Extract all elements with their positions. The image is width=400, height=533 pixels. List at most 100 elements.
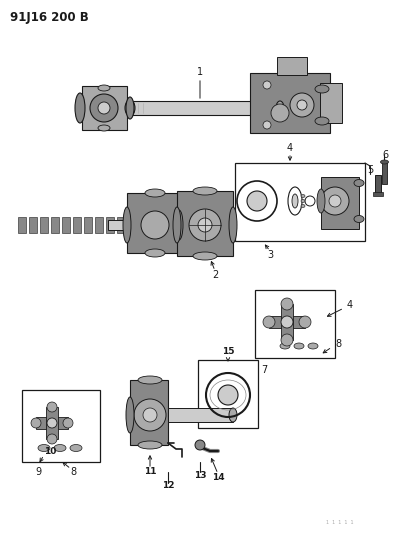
Text: 8: 8 (335, 339, 341, 349)
Circle shape (143, 408, 157, 422)
Circle shape (329, 195, 341, 207)
Text: 1  1  1  1  1: 1 1 1 1 1 (326, 521, 354, 526)
Bar (108, 220, 188, 230)
Bar (29, 217, 37, 233)
Bar (320, 83, 342, 123)
Ellipse shape (301, 199, 305, 203)
Circle shape (189, 209, 221, 241)
Ellipse shape (354, 215, 364, 222)
Circle shape (31, 418, 41, 428)
Bar (177, 191, 233, 256)
Bar (106, 217, 114, 233)
Circle shape (47, 402, 57, 412)
Bar (36, 417, 68, 429)
Text: 1: 1 (197, 67, 203, 77)
Bar (382, 162, 387, 184)
Circle shape (299, 316, 311, 328)
Ellipse shape (138, 441, 162, 449)
Circle shape (263, 81, 271, 89)
Ellipse shape (276, 101, 284, 115)
Text: 5: 5 (367, 165, 373, 175)
Ellipse shape (317, 189, 325, 213)
Circle shape (290, 93, 314, 117)
Ellipse shape (145, 189, 165, 197)
Circle shape (63, 418, 73, 428)
Text: 9: 9 (35, 467, 41, 477)
Text: 8: 8 (70, 467, 76, 477)
Text: 6: 6 (382, 150, 388, 160)
Ellipse shape (315, 117, 329, 125)
Bar (281, 304, 293, 340)
Ellipse shape (229, 408, 237, 422)
Circle shape (281, 316, 293, 328)
Circle shape (47, 434, 57, 444)
Circle shape (195, 440, 205, 450)
Ellipse shape (175, 210, 183, 240)
Text: 13: 13 (194, 471, 206, 480)
Ellipse shape (354, 180, 364, 187)
Bar (51, 217, 59, 233)
Bar (235, 163, 365, 241)
Ellipse shape (138, 376, 162, 384)
Ellipse shape (126, 97, 134, 119)
Bar (130, 101, 280, 115)
Bar (73, 217, 81, 233)
Text: 12: 12 (162, 481, 174, 490)
Circle shape (90, 94, 118, 122)
Bar (277, 57, 307, 75)
Text: 7: 7 (261, 365, 267, 375)
Ellipse shape (315, 85, 329, 93)
Bar (46, 407, 58, 439)
Bar (40, 217, 48, 233)
Text: 14: 14 (212, 473, 224, 482)
Bar (168, 408, 233, 422)
Circle shape (218, 385, 238, 405)
Bar (62, 217, 70, 233)
Ellipse shape (301, 195, 305, 198)
Text: 4: 4 (347, 300, 353, 310)
Ellipse shape (145, 249, 165, 257)
Circle shape (281, 334, 293, 346)
Ellipse shape (292, 194, 298, 208)
Ellipse shape (123, 207, 131, 243)
Ellipse shape (70, 445, 82, 451)
Ellipse shape (98, 85, 110, 91)
Ellipse shape (98, 125, 110, 131)
Ellipse shape (280, 343, 290, 349)
Text: 10: 10 (44, 448, 56, 456)
Ellipse shape (301, 205, 305, 207)
Ellipse shape (308, 343, 318, 349)
Ellipse shape (294, 343, 304, 349)
Circle shape (198, 218, 212, 232)
Circle shape (134, 399, 166, 431)
Text: 4: 4 (287, 143, 293, 153)
Ellipse shape (173, 207, 181, 243)
Bar (255, 290, 335, 358)
Circle shape (247, 191, 267, 211)
Circle shape (281, 298, 293, 310)
Bar (82, 86, 127, 130)
Bar (321, 177, 359, 229)
Bar (127, 193, 179, 253)
Ellipse shape (229, 207, 237, 243)
Text: 3: 3 (267, 250, 273, 260)
Text: 91J16 200 B: 91J16 200 B (10, 12, 89, 25)
Bar (250, 73, 330, 133)
Ellipse shape (193, 252, 217, 260)
Bar (375, 175, 381, 195)
Bar (117, 217, 125, 233)
Text: 11: 11 (144, 467, 156, 477)
Circle shape (263, 121, 271, 129)
Circle shape (297, 100, 307, 110)
Circle shape (98, 102, 110, 114)
Bar (198, 360, 258, 428)
Ellipse shape (125, 100, 135, 116)
Ellipse shape (38, 445, 50, 451)
Text: 15: 15 (222, 348, 234, 357)
Circle shape (321, 187, 349, 215)
Bar (18, 217, 26, 233)
Ellipse shape (54, 445, 66, 451)
Ellipse shape (75, 93, 85, 123)
Ellipse shape (380, 160, 388, 164)
Bar (130, 380, 168, 445)
